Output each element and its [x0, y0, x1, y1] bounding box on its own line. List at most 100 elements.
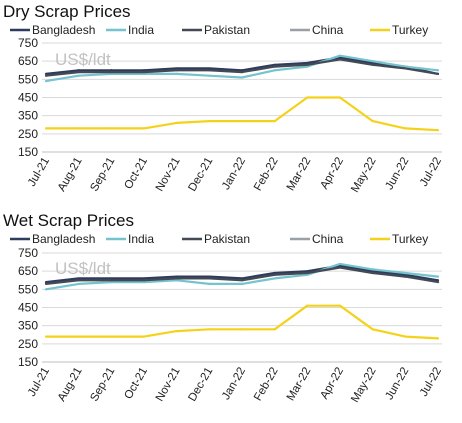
data-point-pakistan [208, 69, 211, 72]
x-tick-label: Dec-21 [186, 156, 215, 194]
data-point-pakistan [273, 273, 276, 276]
data-point-india [306, 65, 309, 68]
y-tick-label: 150 [18, 355, 38, 369]
data-point-turkey [273, 328, 276, 331]
data-point-india [371, 60, 374, 63]
data-point-turkey [44, 335, 48, 338]
x-tick-label: Dec-21 [186, 366, 215, 404]
data-point-pakistan [175, 277, 178, 280]
data-point-pakistan [44, 282, 48, 285]
chart-title: Dry Scrap Prices [3, 2, 131, 21]
data-point-bangladesh [273, 63, 276, 66]
legend-item: Turkey [370, 232, 428, 246]
x-tick-label: Oct-21 [122, 156, 150, 192]
legend-label: China [312, 232, 344, 246]
y-tick-label: 150 [18, 145, 38, 159]
legend-item: China [290, 23, 344, 37]
legend-label: Bangladesh [32, 232, 95, 246]
legend-label: India [128, 23, 154, 37]
x-tick-label: Apr-22 [318, 366, 346, 402]
data-point-pakistan [338, 58, 342, 61]
legend-label: Pakistan [204, 23, 250, 37]
x-tick-label: Aug-21 [56, 366, 85, 404]
data-point-india [338, 54, 342, 57]
data-point-bangladesh [175, 67, 178, 70]
x-tick-label: Sep-21 [88, 366, 117, 404]
data-point-bangladesh [208, 275, 211, 278]
y-tick-label: 350 [18, 109, 38, 123]
legend-label: Turkey [392, 232, 428, 246]
data-point-india [338, 262, 342, 265]
data-point-pakistan [77, 70, 80, 74]
data-point-india [110, 280, 113, 284]
data-point-turkey [306, 304, 309, 307]
x-tick-label: Feb-22 [252, 366, 281, 404]
data-point-india [77, 74, 80, 77]
data-point-bangladesh [44, 72, 48, 75]
data-point-pakistan [273, 65, 276, 68]
x-tick-label: Sep-21 [88, 156, 117, 194]
x-tick-label: Mar-22 [285, 366, 314, 404]
legend-label: Bangladesh [32, 23, 95, 37]
data-point-bangladesh [208, 67, 211, 70]
data-point-bangladesh [371, 270, 374, 273]
legend-item: India [106, 232, 154, 246]
data-point-pakistan [110, 70, 113, 74]
x-tick-label: Jul-21 [26, 366, 52, 399]
x-tick-label: Jul-22 [418, 366, 444, 399]
data-point-india [273, 69, 276, 72]
x-tick-label: Oct-21 [122, 366, 150, 402]
data-point-bangladesh [371, 61, 374, 65]
data-point-turkey [208, 120, 211, 123]
data-point-pakistan [240, 70, 244, 74]
data-point-india [371, 268, 374, 271]
legend-item: China [290, 232, 344, 246]
x-tick-label: Jul-21 [26, 156, 52, 189]
legend-item: Bangladesh [10, 232, 95, 246]
unit-annotation: US$/ldt [55, 50, 111, 69]
data-point-pakistan [77, 279, 80, 282]
data-point-turkey [208, 328, 211, 331]
unit-annotation: US$/ldt [55, 259, 111, 278]
data-point-bangladesh [77, 277, 80, 280]
data-point-turkey [77, 127, 80, 130]
data-point-india [175, 279, 178, 282]
chart-panel-1: Dry Scrap Prices Bangladesh India Pakistan C… [3, 2, 444, 195]
y-tick-label: 650 [18, 264, 38, 278]
data-point-india [404, 271, 407, 275]
data-point-turkey [110, 127, 113, 130]
data-point-india [404, 65, 407, 68]
data-point-bangladesh [306, 270, 309, 273]
data-point-turkey [404, 127, 407, 130]
data-point-pakistan [142, 70, 146, 74]
y-tick-label: 750 [18, 36, 38, 50]
data-point-pakistan [306, 271, 309, 275]
x-tick-label: Apr-22 [318, 156, 346, 192]
x-tick-label: Jan-22 [220, 366, 248, 402]
x-tick-label: May-22 [349, 366, 379, 405]
data-point-bangladesh [44, 280, 48, 284]
chart-panel-2: Wet Scrap Prices Bangladesh India Pakistan C… [3, 211, 444, 405]
legend-item: Bangladesh [10, 23, 95, 37]
data-point-turkey [110, 335, 113, 338]
legend-item: India [106, 23, 154, 37]
data-point-pakistan [436, 72, 440, 75]
data-point-india [77, 282, 80, 285]
data-point-turkey [338, 304, 342, 307]
y-tick-label: 350 [18, 319, 38, 333]
y-tick-label: 450 [18, 301, 38, 315]
data-point-pakistan [371, 63, 374, 66]
data-point-turkey [306, 96, 309, 99]
data-point-turkey [436, 129, 440, 132]
data-point-turkey [142, 127, 146, 130]
data-point-bangladesh [110, 69, 113, 72]
data-point-turkey [371, 328, 374, 331]
data-point-india [142, 280, 146, 284]
data-point-pakistan [175, 69, 178, 72]
data-point-bangladesh [306, 61, 309, 65]
y-tick-label: 750 [18, 246, 38, 260]
x-tick-label: Feb-22 [252, 156, 281, 194]
data-point-pakistan [44, 74, 48, 77]
data-point-pakistan [208, 277, 211, 280]
x-tick-label: Jun-22 [383, 156, 411, 192]
